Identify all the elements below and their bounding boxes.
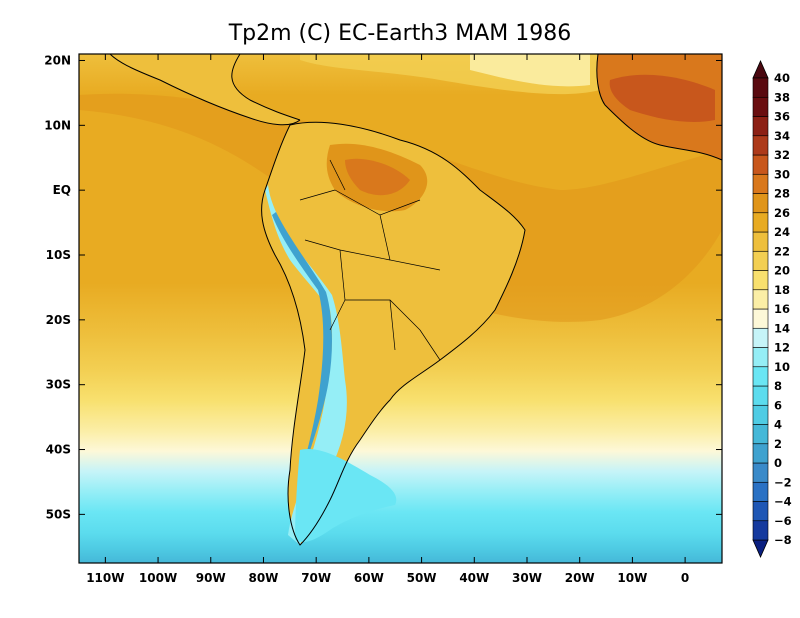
colorbar-segment xyxy=(752,385,769,406)
colorbar-level-label: −8 xyxy=(774,533,792,547)
colorbar-segment xyxy=(752,347,769,368)
colorbar-segment xyxy=(752,96,769,117)
colorbar-level-label: 18 xyxy=(774,283,790,297)
colorbar-bottom-extension xyxy=(752,539,769,558)
latitude-axis: 20N 10N EQ 10S 20S 30S 40S 50S xyxy=(44,53,722,521)
colorbar-segment xyxy=(752,501,769,522)
colorbar-segment xyxy=(752,443,769,464)
colorbar-level-label: 2 xyxy=(774,437,782,451)
lon-tick-label: 30W xyxy=(512,571,542,585)
colorbar-segment xyxy=(752,77,769,98)
figure-title: Tp2m (C) EC-Earth3 MAM 1986 xyxy=(228,21,572,46)
venezuela-hot-region xyxy=(345,158,410,196)
lon-tick-label: 110W xyxy=(86,571,124,585)
colorbar-segment xyxy=(752,404,769,425)
colorbar-segment xyxy=(752,366,769,387)
colorbar-segment xyxy=(752,212,769,233)
colorbar-segment xyxy=(752,250,769,271)
south-america-coastline xyxy=(261,121,526,546)
lat-tick-label: 10S xyxy=(46,248,71,262)
colorbar-level-label: 40 xyxy=(774,71,790,85)
colorbar-segment xyxy=(752,462,769,483)
lat-tick-label: 50S xyxy=(46,507,71,521)
colorbar-segment xyxy=(752,135,769,156)
colorbar-segment xyxy=(752,289,769,310)
colorbar-level-label: 38 xyxy=(774,90,790,104)
colorbar-segment xyxy=(752,308,769,329)
colorbar-level-label: −6 xyxy=(774,514,792,528)
central-america-coastline xyxy=(109,53,301,126)
north-atlantic-pale xyxy=(470,54,590,87)
lon-tick-label: 20W xyxy=(565,571,595,585)
colorbar-segment xyxy=(752,116,769,137)
colorbar-level-label: −4 xyxy=(774,495,792,509)
lon-tick-label: 0 xyxy=(681,571,689,585)
colorbar-top-extension xyxy=(752,60,769,79)
lat-tick-label: EQ xyxy=(53,183,71,197)
coastlines-and-borders xyxy=(109,53,723,546)
colorbar-level-label: 22 xyxy=(774,244,790,258)
lon-tick-label: 100W xyxy=(139,571,177,585)
lat-tick-label: 20N xyxy=(44,53,71,67)
colorbar-level-label: −2 xyxy=(774,475,792,489)
colorbar-segment xyxy=(752,481,769,502)
colorbar-segment xyxy=(752,173,769,194)
lon-tick-label: 80W xyxy=(248,571,278,585)
lat-tick-label: 40S xyxy=(46,443,71,457)
colorbar-level-label: 36 xyxy=(774,110,790,124)
lon-tick-label: 40W xyxy=(459,571,489,585)
lon-tick-label: 50W xyxy=(407,571,437,585)
colorbar-level-label: 14 xyxy=(774,321,790,335)
country-borders xyxy=(299,159,441,361)
colorbar-segment xyxy=(752,193,769,214)
colorbar-segment xyxy=(752,327,769,348)
colorbar-segment xyxy=(752,231,769,252)
colorbar-level-label: 8 xyxy=(774,379,782,393)
colorbar-level-label: 28 xyxy=(774,187,790,201)
colorbar-segment xyxy=(752,520,769,541)
colorbar-segment xyxy=(752,154,769,175)
lat-tick-label: 10N xyxy=(44,118,71,132)
colorbar-level-label: 0 xyxy=(774,456,782,470)
africa-coastline xyxy=(596,53,723,161)
lon-tick-label: 70W xyxy=(301,571,331,585)
andes-coldest xyxy=(272,212,332,485)
map-frame xyxy=(78,53,723,564)
colorbar-level-label: 6 xyxy=(774,398,782,412)
colorbar: −8−6−4−202468101214161820222426283032343… xyxy=(752,60,792,558)
colorbar-level-label: 12 xyxy=(774,341,790,355)
colorbar-level-label: 16 xyxy=(774,302,790,316)
lon-tick-label: 60W xyxy=(354,571,384,585)
lon-tick-label: 10W xyxy=(617,571,647,585)
colorbar-level-label: 26 xyxy=(774,206,790,220)
lon-tick-label: 90W xyxy=(196,571,226,585)
colorbar-segment xyxy=(752,424,769,445)
lat-tick-label: 30S xyxy=(46,378,71,392)
central-america xyxy=(110,54,300,125)
colorbar-segment xyxy=(752,270,769,291)
colorbar-level-label: 4 xyxy=(774,418,782,432)
colorbar-level-label: 30 xyxy=(774,167,790,181)
colorbar-level-label: 32 xyxy=(774,148,790,162)
map-field xyxy=(79,54,722,563)
colorbar-level-label: 10 xyxy=(774,360,790,374)
colorbar-level-label: 20 xyxy=(774,264,790,278)
lat-tick-label: 20S xyxy=(46,313,71,327)
longitude-axis: 110W 100W 90W 80W 70W 60W 50W 40W 30W 20W 10W 0 xyxy=(86,54,689,585)
colorbar-level-label: 34 xyxy=(774,129,790,143)
colorbar-level-label: 24 xyxy=(774,225,790,239)
africa-hot-core xyxy=(609,74,715,122)
